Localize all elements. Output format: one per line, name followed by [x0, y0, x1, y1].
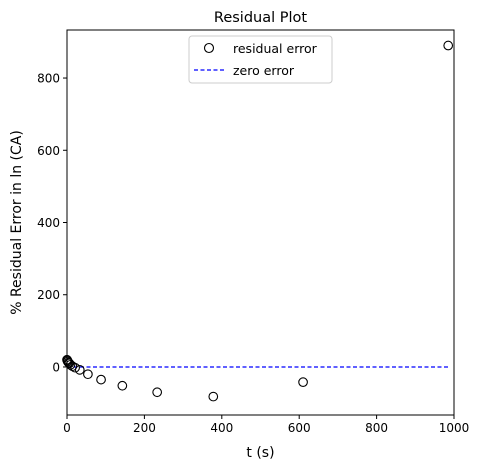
legend: residual error zero error: [188, 35, 333, 84]
x-tick-label: 0: [63, 421, 71, 435]
chart-title: Residual Plot: [214, 10, 307, 26]
y-tick-label: 400: [37, 216, 60, 230]
residual-point: [117, 380, 128, 391]
residual-point: [208, 391, 219, 402]
legend-box: [188, 35, 333, 84]
residual-point: [152, 387, 163, 398]
legend-entry-residual-error: residual error: [233, 41, 318, 56]
plot-area: [62, 40, 454, 402]
x-axis-label: t (s): [246, 445, 274, 461]
residual-point: [83, 369, 93, 380]
residual-point: [96, 374, 106, 385]
legend-entry-zero-error: zero error: [233, 63, 295, 78]
residual-point: [65, 359, 76, 370]
y-tick-label: 0: [52, 360, 60, 374]
legend-circle-marker-icon: [203, 42, 215, 54]
y-axis-label: % Residual Error in ln (CA): [9, 130, 25, 315]
y-tick-label: 800: [37, 72, 60, 86]
y-axis-ticks: 0 200 400 600 800: [37, 72, 67, 374]
residual-point: [74, 365, 85, 375]
y-tick-label: 600: [37, 144, 60, 158]
residual-point: [70, 362, 80, 373]
x-axis-ticks: 0 200 400 600 800 1000: [63, 415, 469, 435]
y-tick-label: 200: [37, 288, 60, 302]
x-tick-label: 1000: [439, 421, 470, 435]
x-tick-label: 200: [133, 421, 156, 435]
x-tick-label: 600: [288, 421, 311, 435]
residual-point: [443, 40, 454, 51]
residual-point: [298, 377, 308, 387]
axes-frame: [66, 29, 455, 416]
x-tick-label: 400: [210, 421, 233, 435]
x-tick-label: 800: [365, 421, 388, 435]
